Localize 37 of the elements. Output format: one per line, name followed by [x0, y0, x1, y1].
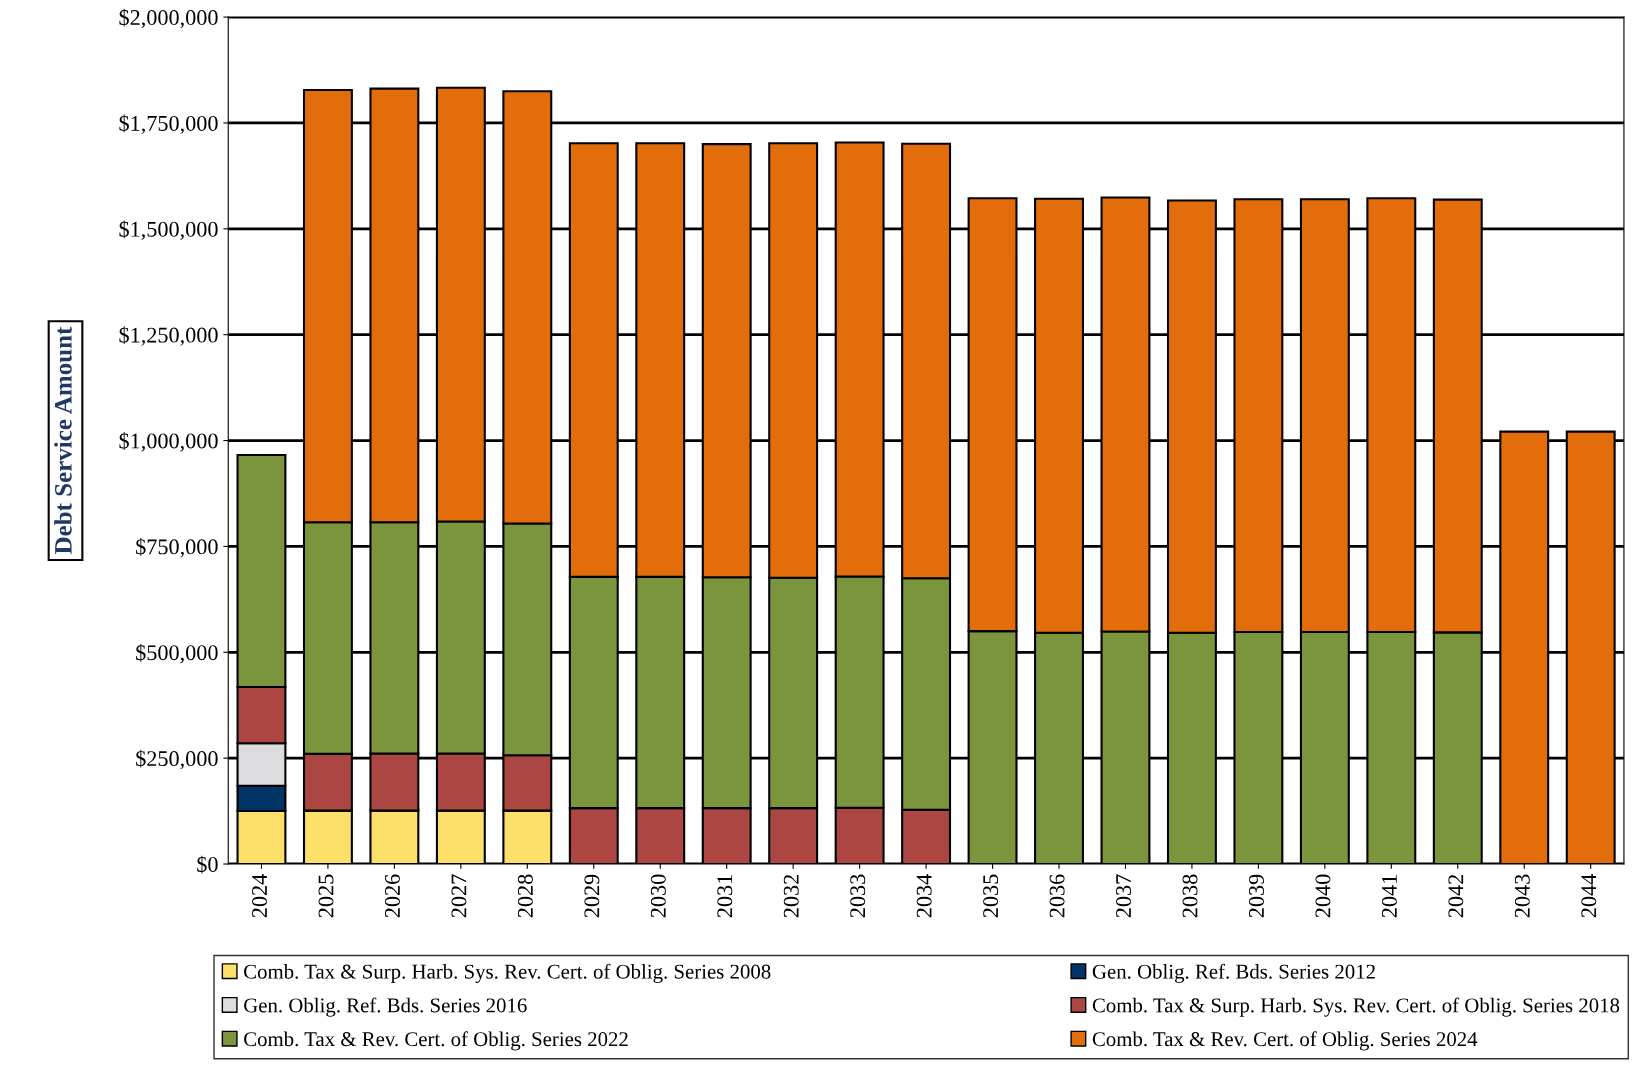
x-tick-label: 2025 — [318, 874, 334, 918]
y-tick-label: $2,000,000 — [119, 8, 218, 29]
x-tick-label: 2036 — [1049, 874, 1065, 918]
x-tick-label: 2030 — [650, 874, 666, 918]
x-tick-label: 2043 — [1514, 874, 1530, 918]
x-tick-label: 2028 — [517, 874, 533, 918]
y-tick-label: $1,500,000 — [119, 220, 218, 240]
y-axis-title: Debt Service Amount — [54, 326, 72, 554]
x-tick-label: 2031 — [717, 875, 733, 918]
x-tick-label: 2027 — [451, 874, 467, 918]
x-tick-label: 2044 — [1581, 874, 1597, 918]
legend-label: Comb. Tax & Surp. Harb. Sys. Rev. Cert. of Oblig. Series 2018 — [1092, 997, 1620, 1017]
x-tick-label: 2024 — [252, 874, 268, 918]
y-tick-label: $1,250,000 — [119, 326, 218, 346]
x-tick-label: 2026 — [384, 874, 400, 918]
x-tick-label: 2038 — [1182, 874, 1198, 918]
x-tick-label: 2037 — [1116, 874, 1132, 918]
y-tick-label: $750,000 — [136, 538, 218, 558]
y-tick-label: $250,000 — [136, 749, 218, 770]
x-tick-label: 2029 — [584, 874, 600, 918]
x-tick-label: 2042 — [1448, 874, 1464, 918]
legend-label: Comb. Tax & Rev. Cert. of Oblig. Series 2024 — [1092, 1031, 1478, 1051]
legend-label: Gen. Oblig. Ref. Bds. Series 2016 — [244, 997, 527, 1017]
x-tick-label: 2034 — [916, 874, 932, 918]
legend-label: Gen. Oblig. Ref. Bds. Series 2012 — [1092, 963, 1375, 983]
x-tick-label: 2033 — [850, 874, 866, 918]
y-tick-label: $500,000 — [136, 643, 218, 664]
x-tick-label: 2041 — [1381, 875, 1397, 918]
y-tick-label: $0 — [197, 855, 218, 874]
legend-label: Comb. Tax & Surp. Harb. Sys. Rev. Cert. of Oblig. Series 2008 — [244, 963, 771, 983]
y-tick-label: $1,750,000 — [119, 114, 218, 135]
x-tick-label: 2040 — [1315, 874, 1331, 918]
y-tick-label: $1,000,000 — [119, 432, 218, 452]
x-tick-label: 2032 — [783, 874, 799, 918]
x-tick-label: 2035 — [983, 874, 999, 918]
x-tick-label: 2039 — [1248, 874, 1264, 918]
legend-label: Comb. Tax & Rev. Cert. of Oblig. Series 2022 — [244, 1031, 628, 1051]
